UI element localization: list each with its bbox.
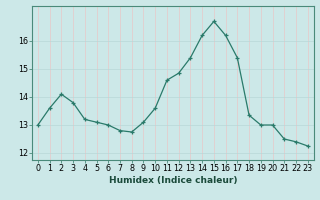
X-axis label: Humidex (Indice chaleur): Humidex (Indice chaleur) [108, 176, 237, 185]
